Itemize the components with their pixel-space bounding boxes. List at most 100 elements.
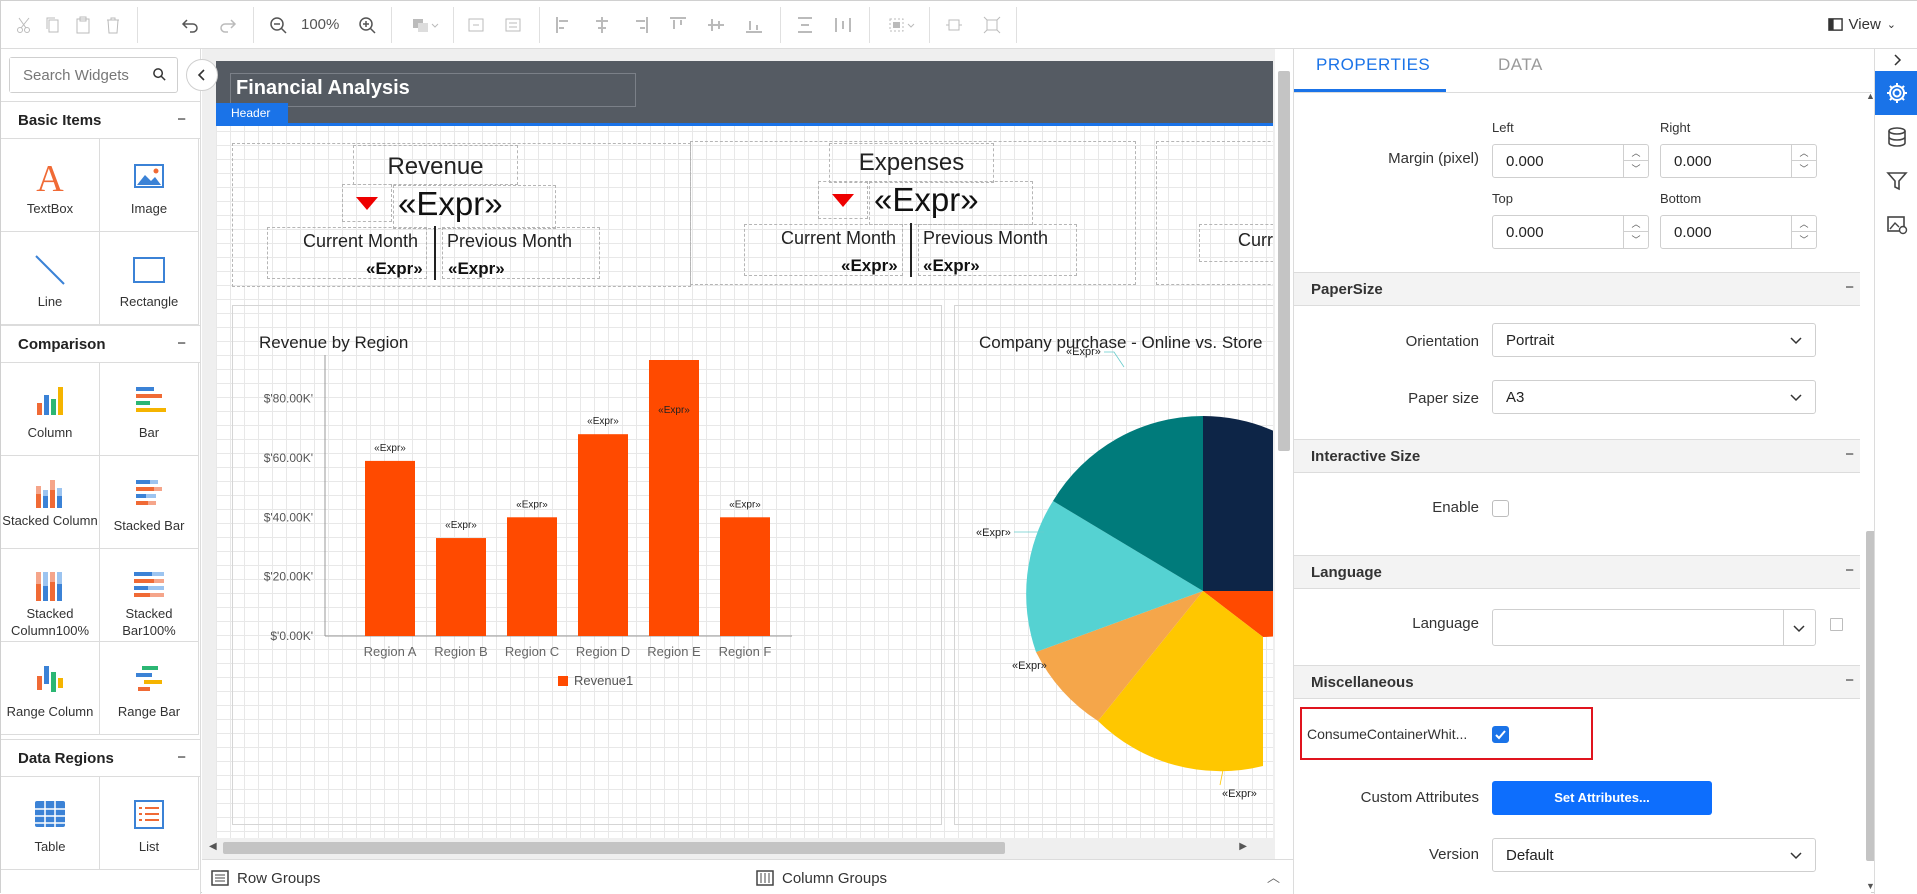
widget-bar[interactable]: Bar	[100, 363, 199, 456]
widget-stacked-bar-100[interactable]: Stacked Bar100%	[100, 549, 199, 642]
copy-icon[interactable]	[41, 13, 65, 37]
widget-textbox[interactable]: A TextBox	[1, 139, 100, 232]
canvas-vertical-scrollbar[interactable]	[1275, 49, 1293, 829]
align-middle-icon[interactable]	[704, 13, 728, 37]
database-icon[interactable]	[1875, 115, 1917, 159]
column-groups-button[interactable]: Column Groups	[756, 869, 887, 887]
image-settings-icon[interactable]	[1875, 203, 1917, 247]
delete-icon[interactable]	[101, 13, 125, 37]
scroll-down-icon[interactable]: ▼	[1866, 881, 1875, 891]
margin-left-input[interactable]: 0.000 ︿ ﹀	[1492, 144, 1649, 178]
widget-range-column[interactable]: Range Column	[1, 642, 100, 735]
align-bottom-icon[interactable]	[742, 13, 766, 37]
scroll-up-icon[interactable]: ▲	[1866, 91, 1875, 101]
widget-stacked-bar[interactable]: Stacked Bar	[100, 456, 199, 549]
tab-data[interactable]: DATA	[1498, 55, 1543, 74]
expand-panel-icon[interactable]	[1875, 49, 1917, 71]
bar[interactable]	[365, 460, 415, 636]
collapse-icon[interactable]: −	[1845, 279, 1854, 296]
margin-right-input[interactable]: 0.000 ︿ ﹀	[1660, 144, 1817, 178]
bar[interactable]	[649, 360, 699, 636]
revenue-bar-chart[interactable]: $'0.00K' $'20.00K' $'40.00K' $'60.00K' $'80.…	[232, 305, 942, 825]
pie-slice[interactable]	[1098, 591, 1263, 772]
collapse-panel-button[interactable]	[186, 59, 218, 91]
widget-rectangle[interactable]: Rectangle	[100, 232, 199, 325]
align-left-icon[interactable]	[552, 13, 576, 37]
collapse-icon[interactable]: −	[177, 335, 186, 352]
undo-icon[interactable]	[178, 13, 202, 37]
company-purchase-pie-chart[interactable]: «Expr» «Expr» «Expr» «Expr»	[954, 305, 1273, 825]
view-menu-button[interactable]: View ⌄	[1827, 16, 1896, 33]
search-icon[interactable]	[152, 67, 167, 82]
distribute-horizontal-icon[interactable]	[831, 13, 855, 37]
widget-line[interactable]: Line	[1, 232, 100, 325]
report-canvas[interactable]: Financial Analysis Header Revenue «Expr»…	[216, 61, 1273, 838]
cut-icon[interactable]	[13, 13, 37, 37]
tab-properties[interactable]: PROPERTIES	[1316, 55, 1431, 74]
scroll-left-icon[interactable]: ◀	[209, 841, 217, 852]
arrange-icon[interactable]	[405, 13, 445, 37]
widget-column[interactable]: Column	[1, 363, 100, 456]
margin-top-input[interactable]: 0.000 ︿ ﹀	[1492, 215, 1649, 249]
revenue-chart-panel[interactable]	[232, 305, 942, 825]
miscellaneous-section[interactable]: Miscellaneous −	[1294, 665, 1860, 699]
widget-range-bar[interactable]: Range Bar	[100, 642, 199, 735]
version-dropdown[interactable]: Default	[1492, 838, 1816, 872]
interactive-size-section[interactable]: Interactive Size −	[1294, 439, 1860, 473]
header-title-box[interactable]	[230, 73, 636, 107]
category-basic-items[interactable]: Basic Items −	[1, 101, 200, 139]
category-data-regions[interactable]: Data Regions −	[1, 739, 200, 777]
collapse-icon[interactable]: −	[177, 749, 186, 766]
pie-slice[interactable]	[1203, 591, 1273, 637]
distribute-vertical-icon[interactable]	[793, 13, 817, 37]
category-comparison[interactable]: Comparison −	[1, 325, 200, 363]
align-right-icon[interactable]	[628, 13, 652, 37]
collapse-icon[interactable]: −	[1845, 672, 1854, 689]
orientation-dropdown[interactable]: Portrait	[1492, 323, 1816, 357]
collapse-icon[interactable]: −	[177, 111, 186, 128]
spin-buttons[interactable]: ︿ ﹀	[1791, 216, 1816, 248]
widget-stacked-column[interactable]: Stacked Column	[1, 456, 100, 549]
bar[interactable]	[720, 517, 770, 636]
paste-icon[interactable]	[71, 13, 95, 37]
pie-chart-panel[interactable]	[954, 305, 1273, 825]
zoom-in-icon[interactable]	[355, 13, 379, 37]
scroll-right-icon[interactable]: ▶	[1239, 841, 1247, 852]
third-kpi-panel[interactable]	[1156, 141, 1273, 285]
papersize-dropdown[interactable]: A3	[1492, 380, 1816, 414]
align-center-icon[interactable]	[590, 13, 614, 37]
spin-buttons[interactable]: ︿ ﹀	[1791, 145, 1816, 177]
expand-up-icon[interactable]: ︿	[1267, 870, 1281, 885]
language-combobox[interactable]	[1492, 609, 1816, 646]
fit-page-icon[interactable]	[980, 13, 1004, 37]
language-section[interactable]: Language −	[1294, 555, 1860, 589]
bar[interactable]	[578, 434, 628, 636]
widget-list[interactable]: List	[100, 777, 199, 870]
search-input[interactable]	[10, 58, 140, 92]
widget-stacked-column-100[interactable]: Stacked Column100%	[1, 549, 100, 642]
widget-image[interactable]: Image	[100, 139, 199, 232]
margin-bottom-input[interactable]: 0.000 ︿ ﹀	[1660, 215, 1817, 249]
pie-slice[interactable]	[1026, 501, 1203, 652]
ungroup-icon[interactable]	[501, 13, 525, 37]
collapse-icon[interactable]: −	[1845, 446, 1854, 463]
bar[interactable]	[436, 538, 486, 636]
language-expression-checkbox[interactable]	[1830, 618, 1843, 631]
size-icon[interactable]	[881, 13, 921, 37]
filter-icon[interactable]	[1875, 159, 1917, 203]
widget-table[interactable]: Table	[1, 777, 100, 870]
bar[interactable]	[507, 517, 557, 636]
pie-slice[interactable]	[1036, 591, 1203, 721]
settings-gear-icon[interactable]	[1875, 71, 1917, 115]
align-top-icon[interactable]	[666, 13, 690, 37]
zoom-out-icon[interactable]	[266, 13, 290, 37]
row-groups-button[interactable]: Row Groups	[211, 869, 320, 887]
spin-buttons[interactable]: ︿ ﹀	[1623, 145, 1648, 177]
group-icon[interactable]	[464, 13, 488, 37]
report-header[interactable]	[216, 61, 1273, 125]
papersize-section[interactable]: PaperSize −	[1294, 272, 1860, 306]
expenses-kpi-panel[interactable]	[690, 141, 1136, 285]
fit-width-icon[interactable]	[942, 13, 966, 37]
enable-checkbox[interactable]	[1492, 500, 1509, 517]
collapse-icon[interactable]: −	[1845, 562, 1854, 579]
